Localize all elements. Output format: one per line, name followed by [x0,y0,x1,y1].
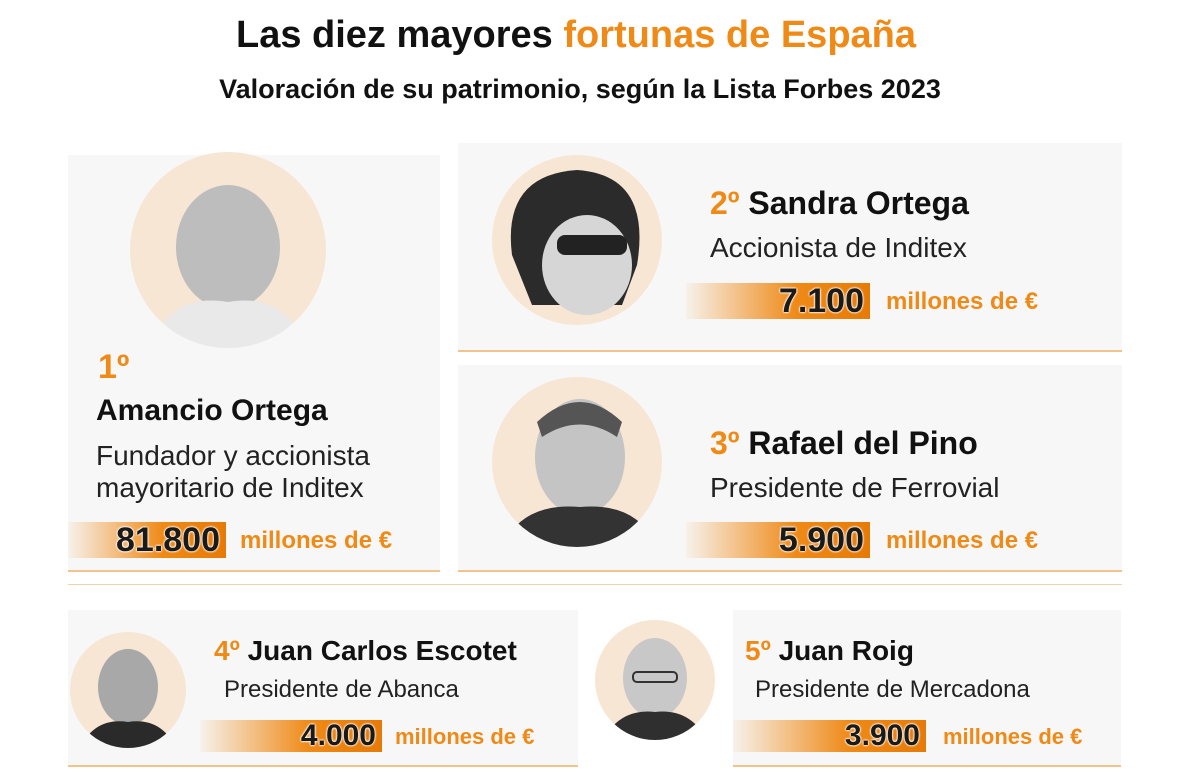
unit: millones de € [240,527,393,554]
person-name: 4º Juan Carlos Escotet [214,635,517,667]
person-name: 5º Juan Roig [745,635,914,667]
portrait-figure [510,170,640,315]
portrait [130,152,326,348]
role: Presidente de Abanca [224,676,459,703]
unit: millones de € [943,724,1083,749]
value-bar: 4.000 [200,720,382,752]
value-bar: 7.100 [686,283,870,319]
person-name: 2º Sandra Ortega [710,185,969,222]
portrait-figure [603,638,707,740]
name-text: Rafael del Pino [748,425,978,461]
rank: 4º [214,635,240,666]
role: Accionista de Inditex [710,232,967,263]
role: Presidente de Mercadona [755,676,1030,703]
unit: millones de € [886,288,1039,315]
rank: 2º [710,185,740,221]
unit: millones de € [886,527,1039,554]
rank: 3º [710,425,740,461]
title-orange: fortunas de España [563,14,917,56]
person-name: Amancio Ortega [96,394,328,427]
portrait-figure [502,399,657,547]
value-bar: 5.900 [686,522,870,558]
portrait [492,155,662,325]
portrait-figure [150,185,306,348]
role: Fundador y accionista mayoritario de Ind… [96,440,370,503]
rank: 5º [745,635,771,666]
name-text: Juan Carlos Escotet [247,635,517,666]
rank: 1º [98,348,130,386]
portrait [70,632,186,748]
title: Las diez mayores fortunas de España [0,14,1152,57]
separator [68,584,1122,585]
subtitle: Valoración de su patrimonio, según la Li… [219,74,941,104]
title-black: Las diez mayores [235,14,553,56]
value-bar: 3.900 [733,720,926,752]
person-name: 3º Rafael del Pino [710,425,978,462]
portrait-figure [80,649,176,748]
name-text: Sandra Ortega [748,185,969,221]
unit: millones de € [395,724,535,749]
portrait [492,377,662,547]
portrait [595,620,715,740]
name-text: Juan Roig [778,635,914,666]
value-bar: 81.800 [68,522,226,558]
role: Presidente de Ferrovial [710,472,1000,503]
